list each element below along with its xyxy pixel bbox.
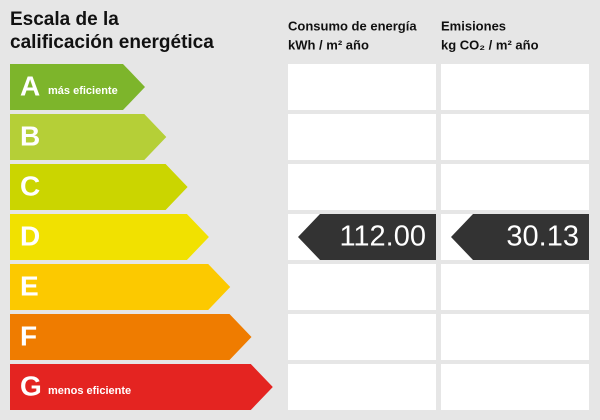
rating-note: más eficiente — [48, 85, 118, 97]
rating-arrow — [10, 364, 273, 410]
rating-note: menos eficiente — [48, 385, 131, 397]
rating-letter: D — [20, 220, 40, 251]
rating-letter: B — [20, 120, 40, 151]
rating-arrow — [10, 214, 209, 260]
column-heading: Consumo de energía — [288, 18, 417, 33]
value-cell — [441, 314, 589, 360]
rating-arrow — [10, 114, 167, 160]
column-unit: kg CO₂ / m² año — [441, 37, 539, 52]
rating-arrow — [10, 314, 252, 360]
rating-letter: C — [20, 170, 40, 201]
value-arrow — [451, 214, 589, 260]
value-arrow — [298, 214, 436, 260]
title-line: calificación energética — [10, 32, 214, 53]
value-cell — [441, 264, 589, 310]
column-heading: Emisiones — [441, 18, 506, 33]
value-cell — [441, 64, 589, 110]
rating-arrow — [10, 264, 231, 310]
column-unit: kWh / m² año — [288, 37, 369, 52]
rating-arrow — [10, 64, 145, 110]
value-text: 30.13 — [506, 221, 579, 253]
value-cell — [288, 64, 436, 110]
value-cell — [441, 164, 589, 210]
value-cell — [288, 314, 436, 360]
value-cell — [288, 164, 436, 210]
rating-letter: E — [20, 270, 39, 301]
value-cell — [288, 264, 436, 310]
value-cell — [441, 364, 589, 410]
rating-arrow — [10, 164, 188, 210]
value-cell — [441, 114, 589, 160]
rating-letter: F — [20, 320, 37, 351]
value-text: 112.00 — [339, 221, 426, 253]
value-cell — [288, 364, 436, 410]
rating-letter: G — [20, 370, 42, 401]
value-cell — [288, 114, 436, 160]
rating-letter: A — [20, 70, 40, 101]
title-line: Escala de la — [10, 9, 119, 30]
